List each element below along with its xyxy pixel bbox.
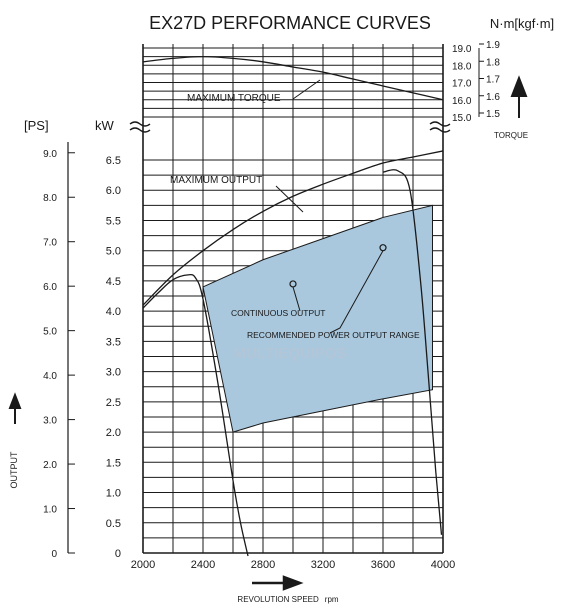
torque-unit-label: N·m[kgf·m] <box>490 16 554 31</box>
kw-tick-label: 4.0 <box>106 306 121 318</box>
kw-tick-label: 3.5 <box>106 336 121 348</box>
output-kw-unit: kW <box>95 118 115 133</box>
axis-ticks: 2000 2400 2800 3200 3600 4000 0 0.5 1.0 1.5 2.0 2.5… <box>43 40 500 571</box>
torque-nm-tick-label: 19.0 <box>452 44 472 55</box>
ps-tick-label: 4.0 <box>43 371 57 382</box>
series-line <box>142 273 249 557</box>
x-tick-label: 2800 <box>251 559 275 571</box>
annotation-recommended: RECOMMENDED POWER OUTPUT RANGE <box>247 330 420 340</box>
output-axis-label: OUTPUT <box>9 451 19 489</box>
ps-tick-label: 3.0 <box>43 416 57 427</box>
kw-tick-label: 0.5 <box>106 518 121 530</box>
ps-tick-label: 1.0 <box>43 505 57 516</box>
kw-tick-label: 0 <box>115 548 121 560</box>
series-line <box>382 169 443 535</box>
leader-recommended <box>329 250 384 334</box>
kw-tick-label: 5.5 <box>106 215 121 227</box>
kw-tick-label: 6.5 <box>106 155 121 167</box>
axis-arrows <box>8 75 528 591</box>
kw-tick-label: 2.0 <box>106 427 121 439</box>
axis-break-marks <box>129 121 451 133</box>
chart-title: EX27D PERFORMANCE CURVES <box>149 13 431 33</box>
kw-tick-label: 6.0 <box>106 185 121 197</box>
x-axis-label: REVOLUTION SPEED rpm <box>237 595 338 604</box>
torque-kgfm-tick-label: 1.9 <box>486 40 500 51</box>
kw-tick-label: 5.0 <box>106 246 121 258</box>
torque-nm-tick-label: 16.0 <box>452 96 472 107</box>
recommended-range-area <box>202 204 433 433</box>
series-line <box>142 150 444 306</box>
x-tick-label: 3200 <box>311 559 335 571</box>
torque-axis-label: TORQUE <box>494 131 528 140</box>
annotation-continuous: CONTINUOUS OUTPUT <box>231 308 325 318</box>
leader-continuous <box>292 286 301 312</box>
leader-max-output <box>275 185 304 213</box>
kw-tick-label: 4.5 <box>106 276 121 288</box>
ps-tick-label: 9.0 <box>43 149 57 160</box>
ps-tick-label: 7.0 <box>43 238 57 249</box>
x-tick-label: 4000 <box>431 559 455 571</box>
curves <box>142 55 444 557</box>
ps-tick-label: 8.0 <box>43 193 57 204</box>
ps-tick-label: 6.0 <box>43 282 57 293</box>
torque-kgfm-tick-label: 1.5 <box>486 109 500 120</box>
x-tick-label: 2400 <box>191 559 215 571</box>
annotation-leaders <box>275 79 384 334</box>
kw-tick-label: 3.0 <box>106 367 121 379</box>
series-line <box>142 55 444 101</box>
speed-right-arrow-icon <box>252 575 304 591</box>
annotation-max-output: MAXIMUM OUTPUT <box>170 175 262 186</box>
torque-up-arrow-icon <box>510 75 528 118</box>
x-tick-label: 2000 <box>131 559 155 571</box>
leader-max-torque <box>292 79 321 100</box>
kw-tick-label: 1.5 <box>106 457 121 469</box>
ps-tick-label: 0 <box>51 549 57 560</box>
torque-kgfm-tick-label: 1.6 <box>486 92 500 103</box>
axis-break-right-icon <box>429 121 451 133</box>
ps-tick-label: 2.0 <box>43 460 57 471</box>
watermark: MULTIEQUIPOS <box>233 345 346 362</box>
axis-break-left-icon <box>129 121 151 133</box>
torque-kgfm-tick-label: 1.8 <box>486 57 500 68</box>
kw-tick-label: 2.5 <box>106 397 121 409</box>
output-up-arrow-icon <box>8 392 22 424</box>
torque-nm-tick-label: 17.0 <box>452 79 472 90</box>
ps-tick-label: 5.0 <box>43 327 57 338</box>
kw-tick-label: 1.0 <box>106 488 121 500</box>
x-tick-label: 3600 <box>371 559 395 571</box>
torque-nm-tick-label: 15.0 <box>452 113 472 124</box>
torque-nm-tick-label: 18.0 <box>452 61 472 72</box>
torque-kgfm-tick-label: 1.7 <box>486 75 500 86</box>
annotation-max-torque: MAXIMUM TORQUE <box>187 93 281 104</box>
output-ps-unit: [PS] <box>24 118 49 133</box>
